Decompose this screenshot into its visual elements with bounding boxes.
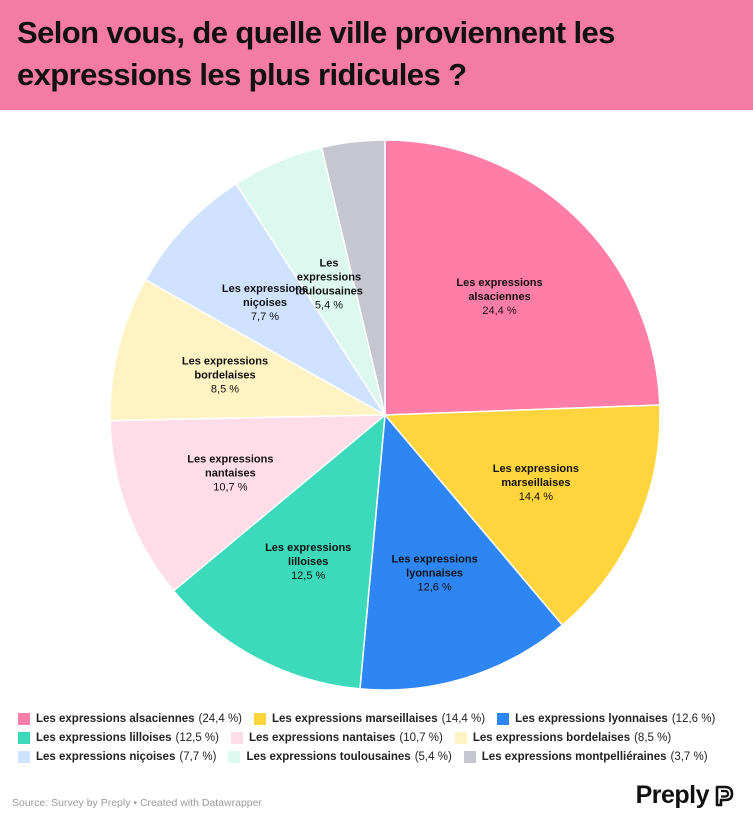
- slice-label-name: Les expressions: [391, 553, 477, 565]
- pie-slice: [109, 278, 388, 422]
- legend-value: (12,5 %): [175, 731, 219, 744]
- slice-label: Les expressions lyonnaises 12,6 %: [391, 553, 477, 593]
- slice-label-name: Les expressions: [222, 283, 308, 295]
- legend-item: Les expressions toulousaines (5,4 %): [228, 750, 452, 763]
- slice-label-value: 7,7 %: [251, 311, 279, 323]
- pie-slice: [144, 182, 386, 416]
- header-banner: Selon vous, de quelle ville proviennent …: [0, 0, 753, 110]
- legend-label: Les expressions toulousaines: [246, 750, 411, 763]
- slice-label-name: lyonnaises: [406, 567, 463, 579]
- preply-logo-icon: [715, 785, 734, 806]
- slice-label-name: toulousaines: [295, 285, 363, 297]
- legend-label: Les expressions nantaises: [248, 731, 396, 744]
- slice-label-value: 8,5 %: [211, 384, 239, 396]
- slice-label-value: 12,5 %: [291, 570, 325, 582]
- legend-item: Les expressions nantaises (10,7 %): [230, 731, 443, 744]
- pie-slice: [383, 404, 661, 627]
- legend-item: Les expressions lilloises (12,5 %): [18, 731, 219, 744]
- slice-label-value: 5,4 %: [315, 299, 343, 311]
- slice-label-name: Les expressions: [182, 356, 268, 368]
- legend-row: Les expressions alsaciennes (24,4 %) Les e…: [18, 709, 748, 728]
- legend-item: Les expressions marseillaises (14,4 %): [254, 712, 486, 725]
- slice-label-name: Les expressions: [493, 463, 579, 475]
- slice-label: Les expressions niçoises 7,7 %: [222, 283, 308, 323]
- legend-row: Les expressions lilloises (12,5 %) Les exp…: [18, 728, 748, 747]
- legend-swatch: [254, 712, 267, 725]
- legend-label: Les expressions montpelliéraines: [481, 750, 667, 763]
- source-note: Source: Survey by Preply • Created with …: [12, 797, 262, 809]
- legend-label: Les expressions lyonnaises: [515, 712, 668, 725]
- legend-label: Les expressions marseillaises: [272, 712, 438, 725]
- legend-swatch: [228, 750, 241, 763]
- slice-label-name: marseillaises: [501, 477, 570, 489]
- legend-swatch: [18, 712, 30, 725]
- legend-swatch: [463, 750, 476, 763]
- legend-value: (8,5 %): [634, 731, 672, 744]
- slice-label-name: bordelaises: [194, 370, 255, 382]
- legend-value: (12,6 %): [671, 712, 716, 725]
- legend-swatch: [497, 712, 510, 725]
- slice-label-name: expressions: [297, 271, 361, 283]
- legend-swatch: [454, 731, 467, 744]
- slice-label-name: Les expressions: [456, 277, 542, 289]
- pie-slice: [320, 139, 386, 416]
- pie-chart: Les expressions alsaciennes 24,4 %Les expr…: [109, 139, 661, 691]
- slice-label: Les expressions nantaises 10,7 %: [187, 454, 273, 494]
- pie-slice: [172, 413, 386, 690]
- legend-value: (5,4 %): [414, 750, 452, 763]
- legend-swatch: [18, 750, 30, 763]
- legend-label: Les expressions alsaciennes: [36, 712, 195, 725]
- slice-label-name: niçoises: [243, 297, 287, 309]
- legend-item: Les expressions montpelliéraines (3,7 %): [463, 750, 708, 763]
- legend-item: Les expressions alsaciennes (24,4 %): [18, 712, 243, 725]
- legend-value: (3,7 %): [670, 750, 708, 763]
- slice-label: Les expressions bordelaises 8,5 %: [182, 356, 268, 396]
- legend-value: (14,4 %): [441, 712, 486, 725]
- legend-item: Les expressions niçoises (7,7 %): [18, 750, 217, 763]
- slice-label-value: 10,7 %: [213, 482, 247, 494]
- slice-label: Les expressions lilloises 12,5 %: [265, 542, 351, 582]
- legend-value: (24,4 %): [198, 712, 243, 725]
- slice-label-value: 14,4 %: [519, 491, 553, 503]
- slice-label-value: 12,6 %: [417, 581, 451, 593]
- chart-title: Selon vous, de quelle ville proviennent …: [17, 15, 615, 92]
- legend-swatch: [18, 731, 30, 744]
- preply-logo[interactable]: Preply: [636, 781, 736, 810]
- slice-label: Les expressions alsaciennes 24,4 %: [456, 277, 542, 317]
- legend-label: Les expressions bordelaises: [472, 731, 631, 744]
- pie-slice: [359, 413, 564, 691]
- slice-label-name: alsaciennes: [468, 291, 530, 303]
- legend-item: Les expressions bordelaises (8,5 %): [454, 731, 672, 744]
- slice-label-name: lilloises: [288, 556, 328, 568]
- pie-slice: [109, 414, 388, 592]
- slice-label: Les expressions marseillaises 14,4 %: [493, 463, 579, 503]
- slice-label-name: Les expressions: [187, 454, 273, 466]
- legend-value: (10,7 %): [399, 731, 443, 744]
- slice-label: Les expressions toulousaines 5,4 %: [295, 257, 363, 311]
- slice-label-name: nantaises: [205, 468, 256, 480]
- legend-swatch: [230, 731, 243, 744]
- pie-slice: [384, 139, 661, 416]
- legend: Les expressions alsaciennes (24,4 %) Les e…: [18, 709, 748, 766]
- legend-item: Les expressions lyonnaises (12,6 %): [497, 712, 716, 725]
- slice-label-value: 24,4 %: [482, 305, 516, 317]
- legend-label: Les expressions lilloises: [36, 731, 172, 744]
- slice-label-name: Les expressions: [265, 542, 351, 554]
- legend-row: Les expressions niçoises (7,7 %) Les expre…: [18, 747, 748, 766]
- brand-name: Preply: [635, 781, 710, 809]
- slice-label-name: Les: [320, 257, 339, 269]
- legend-label: Les expressions niçoises: [36, 750, 176, 763]
- legend-value: (7,7 %): [179, 750, 217, 763]
